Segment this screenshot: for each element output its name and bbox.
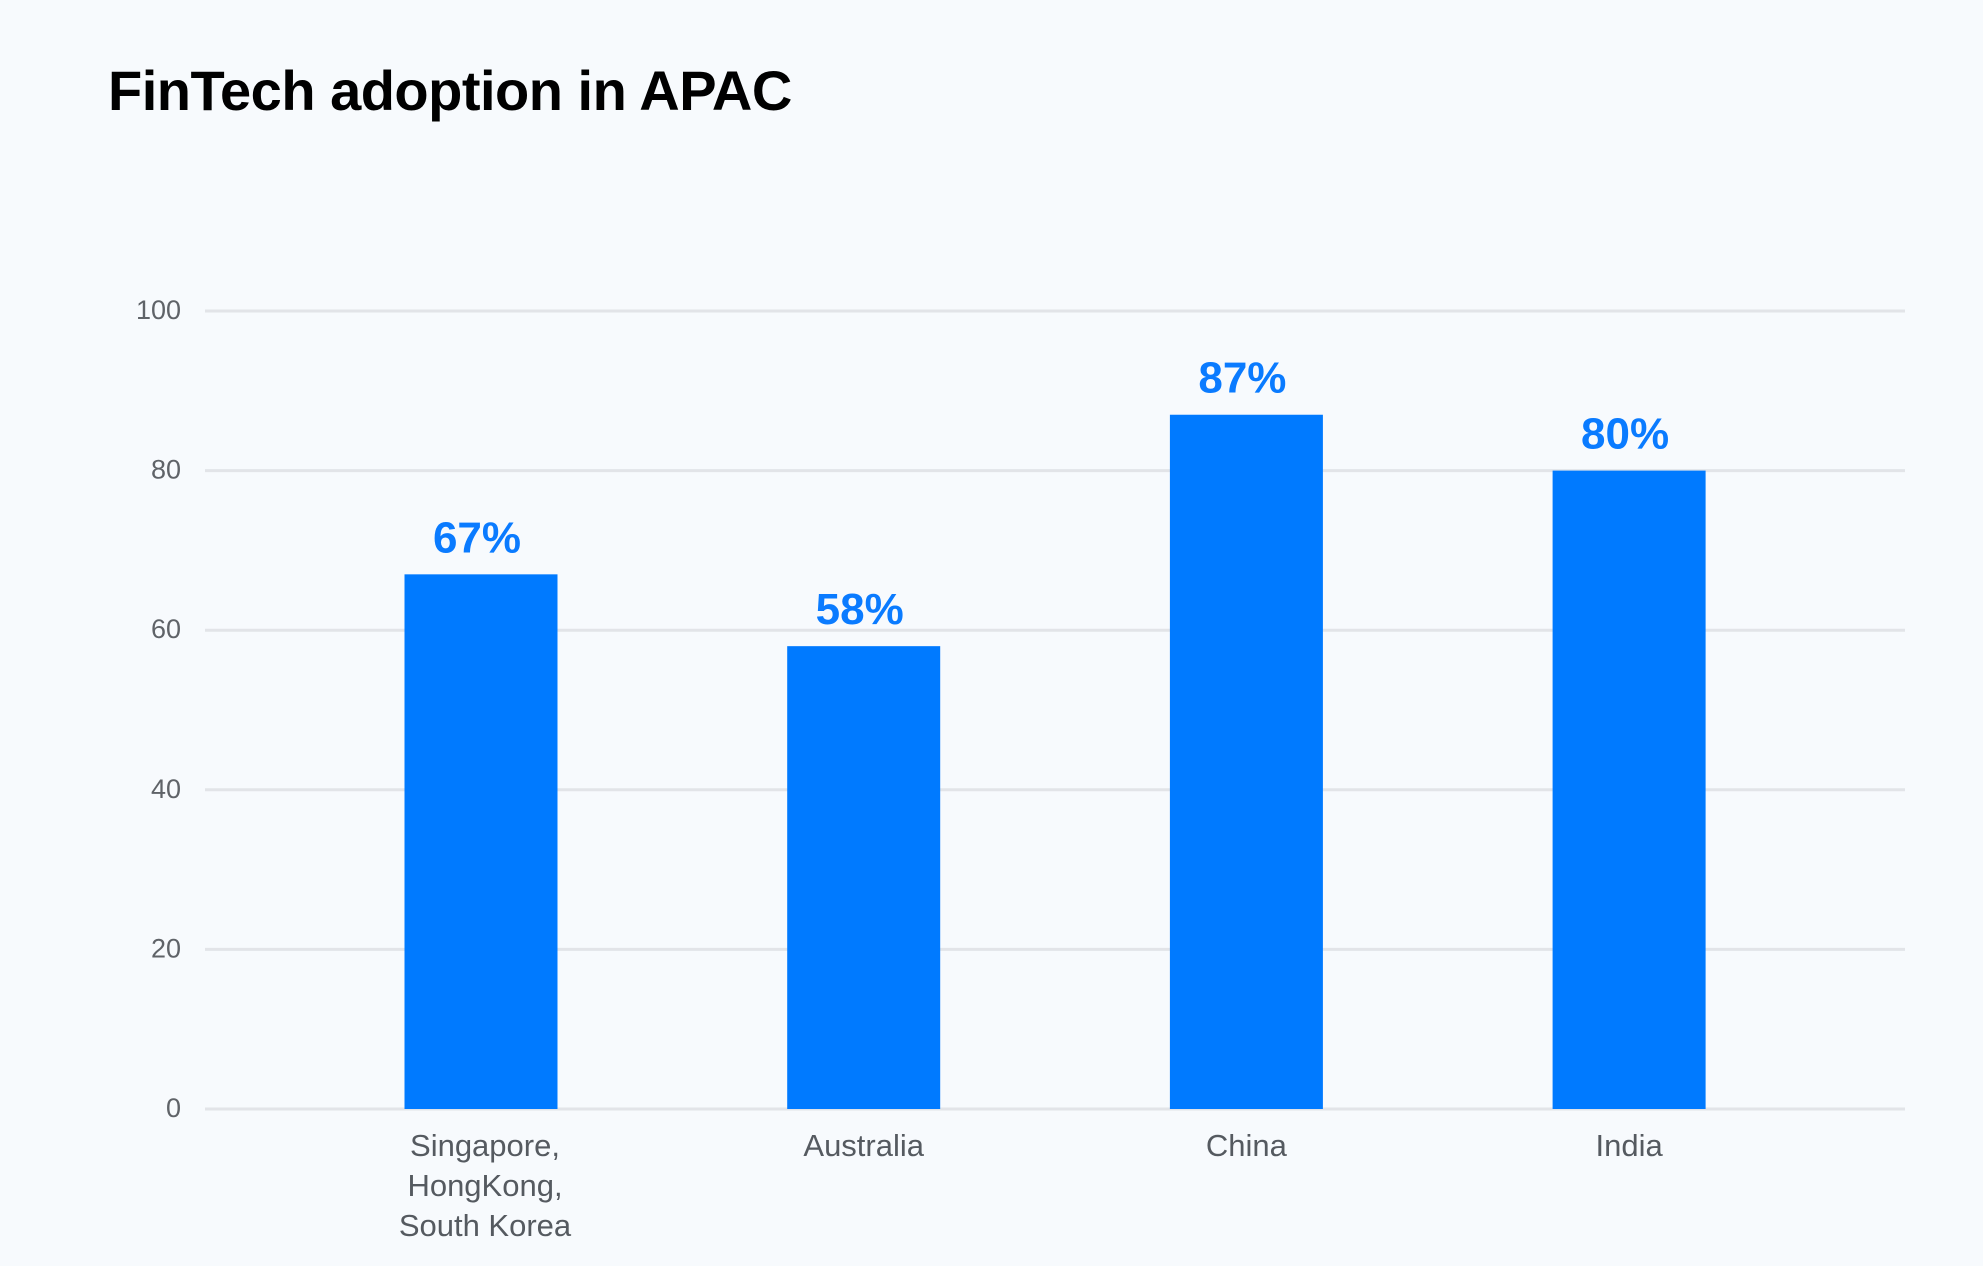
bar <box>404 574 558 1109</box>
x-tick-label: Singapore, <box>410 1128 560 1163</box>
chart-title: FinTech adoption in APAC <box>108 59 792 122</box>
bar <box>787 646 941 1109</box>
bar <box>1169 414 1323 1109</box>
x-tick-label: Australia <box>803 1128 924 1163</box>
x-tick-label: HongKong, <box>407 1168 562 1203</box>
y-tick-label: 20 <box>151 933 181 963</box>
data-label: 87% <box>1198 354 1286 403</box>
y-tick-label: 40 <box>151 774 181 804</box>
y-tick-label: 60 <box>151 614 181 644</box>
x-tick-label: India <box>1595 1128 1663 1163</box>
data-label: 67% <box>433 513 521 562</box>
x-tick-label: China <box>1206 1128 1288 1163</box>
data-label: 58% <box>816 585 904 634</box>
y-tick-label: 80 <box>151 455 181 485</box>
y-tick-label: 100 <box>136 295 181 325</box>
bar <box>1552 470 1706 1110</box>
y-tick-label: 0 <box>166 1093 181 1123</box>
x-tick-label: South Korea <box>399 1208 572 1243</box>
data-label: 80% <box>1581 410 1669 459</box>
